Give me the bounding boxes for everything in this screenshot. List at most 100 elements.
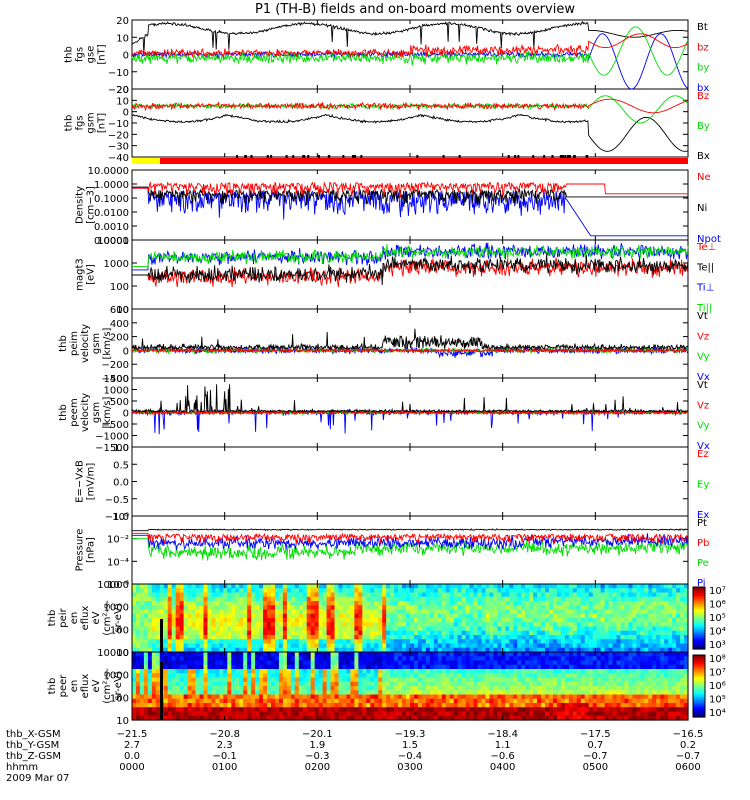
spectrogram-cell bbox=[211, 681, 216, 687]
spectrogram-cell bbox=[294, 630, 300, 636]
spectrogram-cell bbox=[493, 690, 498, 696]
spectrogram-cell bbox=[183, 643, 189, 649]
spectrogram-cell bbox=[386, 592, 391, 598]
spectrogram-cell bbox=[199, 601, 205, 606]
spectrogram-cell bbox=[171, 660, 177, 666]
spectrogram-cell bbox=[155, 703, 161, 708]
spectrogram-cell bbox=[680, 660, 685, 666]
legend-bz: bz bbox=[697, 42, 709, 53]
spectrogram-cell bbox=[199, 609, 205, 615]
spectrogram-cell bbox=[568, 592, 574, 598]
spectrogram-cell bbox=[592, 622, 598, 628]
spectrogram-cell bbox=[580, 584, 586, 589]
spectrogram-cell bbox=[624, 609, 630, 615]
spectrogram-cell bbox=[604, 669, 610, 674]
spectrogram-cell bbox=[513, 635, 518, 640]
spectrogram-cell bbox=[453, 690, 459, 696]
spectrogram-cell bbox=[684, 647, 689, 653]
spectrogram-cell bbox=[624, 694, 630, 700]
spectrogram-cell bbox=[521, 677, 526, 683]
spectrogram-cell bbox=[545, 673, 550, 679]
spectrogram-cell bbox=[386, 715, 391, 721]
spectrogram-cell bbox=[564, 613, 570, 619]
spectrogram-cell bbox=[445, 707, 451, 713]
spectrogram-cell bbox=[537, 592, 542, 598]
spectrogram-cell bbox=[620, 601, 626, 606]
spectrogram-cell bbox=[564, 660, 570, 666]
spectrogram-cell bbox=[135, 635, 141, 640]
spectrogram-cell bbox=[588, 584, 594, 589]
spectrogram-cell bbox=[632, 698, 637, 704]
spectrogram-cell bbox=[259, 592, 264, 598]
spectrogram-cell bbox=[199, 584, 205, 589]
spectrogram-cell bbox=[310, 639, 316, 645]
spectrogram-cell bbox=[211, 715, 216, 721]
spectrogram-cell bbox=[143, 660, 149, 666]
spectrogram-cell bbox=[390, 635, 395, 640]
spectrogram-cell bbox=[600, 584, 606, 589]
spectrogram-cell bbox=[135, 618, 141, 623]
spectrogram-cell bbox=[680, 664, 685, 670]
spectrogram-cell bbox=[342, 596, 348, 602]
spectrogram-cell bbox=[652, 660, 657, 666]
spectrogram-cell bbox=[251, 711, 256, 717]
spectrogram-cell bbox=[167, 669, 173, 674]
y-axis-label-line: Pressure bbox=[75, 529, 86, 572]
spectrogram-cell bbox=[576, 588, 582, 594]
spectrogram-cell bbox=[509, 647, 514, 653]
spectrogram-cell bbox=[239, 605, 244, 611]
spectrogram-cell bbox=[676, 711, 681, 717]
spectrogram-cell bbox=[572, 613, 578, 619]
spectrogram-cell bbox=[314, 660, 320, 666]
spectrogram-cell bbox=[421, 711, 427, 717]
colorbar-cell bbox=[693, 667, 705, 670]
spectrogram-cell bbox=[175, 656, 181, 662]
mode-bar-tick bbox=[270, 155, 273, 158]
spectrogram-cell bbox=[509, 664, 514, 670]
spectrogram-cell bbox=[151, 601, 157, 606]
spectrogram-cell bbox=[497, 596, 502, 602]
spectrogram-cell bbox=[286, 639, 292, 645]
spectrogram-cell bbox=[362, 588, 367, 594]
spectrogram-cell bbox=[529, 698, 534, 704]
spectrogram-cell bbox=[489, 584, 494, 589]
mode-bar-tick bbox=[551, 155, 554, 158]
spectrogram-cell bbox=[251, 605, 256, 611]
spectrogram-cell bbox=[362, 630, 367, 636]
spectrogram-cell bbox=[171, 613, 177, 619]
spectrogram-cell bbox=[413, 686, 419, 691]
spectrogram-cell bbox=[406, 643, 411, 649]
spectrogram-cell bbox=[429, 703, 435, 708]
spectrogram-cell bbox=[620, 596, 626, 602]
spectrogram-cell bbox=[584, 656, 590, 662]
spectrogram-cell bbox=[584, 588, 590, 594]
spectrogram-cell bbox=[247, 694, 252, 700]
spectrogram-cell bbox=[433, 711, 439, 717]
spectrogram-cell bbox=[378, 605, 383, 611]
spectrogram-cell bbox=[564, 652, 570, 657]
spectrogram-cell bbox=[501, 609, 506, 615]
spectrogram-cell bbox=[564, 681, 570, 687]
spectrogram-cell bbox=[640, 677, 645, 683]
spectrogram-cell bbox=[560, 588, 566, 594]
spectrogram-cell bbox=[330, 660, 336, 666]
spectrogram-cell bbox=[560, 626, 566, 632]
spectrogram-cell bbox=[410, 715, 415, 721]
spectrogram-cell bbox=[632, 669, 637, 674]
spectrogram-cell bbox=[179, 630, 185, 636]
mode-bar-tick bbox=[564, 155, 567, 158]
spectrogram-cell bbox=[632, 664, 637, 670]
spectrogram-cell bbox=[203, 715, 209, 721]
spectrogram-cell bbox=[390, 626, 395, 632]
spectrogram-cell bbox=[207, 626, 213, 632]
y-tick-label: 1000 bbox=[104, 603, 129, 614]
legend-ne: Ne bbox=[697, 172, 711, 183]
spectrogram-cell bbox=[338, 639, 344, 645]
spectrogram-cell bbox=[255, 618, 260, 623]
spectrogram-cell bbox=[417, 647, 423, 653]
spectrogram-cell bbox=[251, 664, 256, 670]
spectrogram-cell bbox=[231, 690, 236, 696]
spectrogram-cell bbox=[441, 703, 447, 708]
y-tick-label: 10 bbox=[116, 33, 129, 44]
spectrogram-cell bbox=[509, 715, 514, 721]
